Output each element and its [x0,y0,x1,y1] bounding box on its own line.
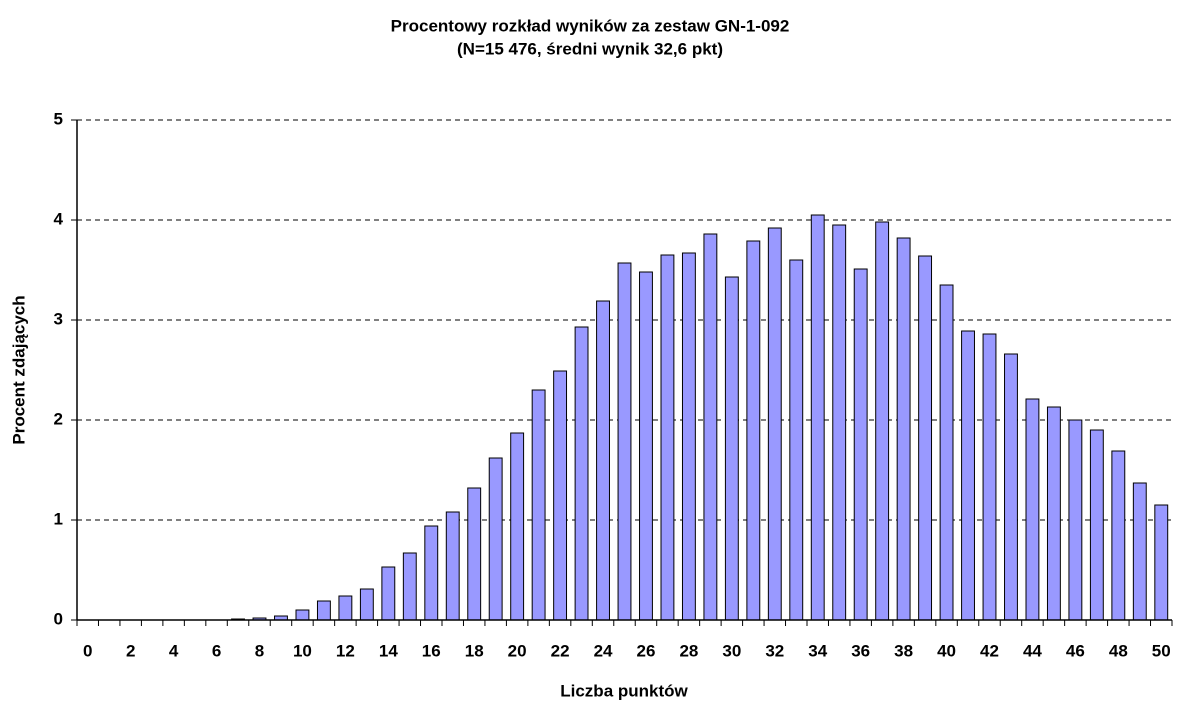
x-tick-label: 24 [594,641,613,660]
y-tick-label: 5 [54,109,63,128]
bar [1089,429,1104,621]
bar [510,432,525,621]
x-tick-label: 12 [336,641,355,660]
x-tick-label: 48 [1109,641,1128,660]
bar [1132,482,1147,621]
x-tick-label: 34 [808,641,827,660]
x-tick-label: 0 [83,641,92,660]
bar [295,609,310,621]
bar [531,389,546,621]
y-tick-label: 4 [54,209,64,228]
bar [445,511,460,621]
x-tick-label: 14 [379,641,398,660]
y-tick-label: 3 [54,309,63,328]
bar [961,330,975,621]
x-tick-label: 6 [212,641,221,660]
x-tick-label: 2 [126,641,135,660]
bar [660,254,675,621]
bar [574,326,589,621]
bar [703,233,718,621]
bar [1025,398,1040,621]
y-tick-label: 1 [54,509,63,528]
bar [724,276,739,621]
bar [316,600,331,621]
bar [896,237,911,621]
bar [359,588,374,621]
bar [767,227,782,621]
chart-title: Procentowy rozkład wyników za zestaw GN-… [391,16,790,35]
bar [1111,450,1126,621]
bar [1068,419,1083,621]
bar [918,255,933,621]
bar [681,252,696,621]
y-axis-label: Procent zdających [9,295,28,444]
y-tick-label: 2 [54,409,63,428]
x-tick-label: 28 [679,641,698,660]
bar [982,333,997,621]
x-tick-label: 22 [551,641,570,660]
bar [488,457,503,621]
bar [381,566,396,621]
x-tick-label: 4 [169,641,179,660]
bar [832,224,847,621]
bar [639,271,653,621]
x-tick-label: 16 [422,641,441,660]
x-tick-label: 18 [465,641,484,660]
bar [789,259,804,621]
bar [746,240,761,621]
x-tick-label: 26 [637,641,656,660]
x-tick-label: 46 [1066,641,1085,660]
bar [338,595,353,621]
chart-subtitle: (N=15 476, średni wynik 32,6 pkt) [457,39,723,58]
bar [875,221,890,621]
bar [402,552,417,621]
x-tick-label: 30 [722,641,741,660]
bar [1154,504,1169,621]
x-tick-label: 36 [851,641,870,660]
x-tick-label: 40 [937,641,956,660]
x-tick-label: 42 [980,641,999,660]
x-tick-label: 44 [1023,641,1042,660]
bar [553,370,568,621]
bar [617,262,632,621]
bar [1046,406,1061,621]
x-tick-label: 8 [255,641,264,660]
bar [467,487,482,621]
bar [424,525,439,621]
bar [939,284,954,621]
bar [853,268,868,621]
bar [810,214,825,621]
x-axis-label: Liczba punktów [560,681,688,700]
x-tick-label: 10 [293,641,312,660]
bar [596,300,610,621]
x-tick-label: 50 [1152,641,1171,660]
x-tick-label: 20 [508,641,527,660]
y-tick-label: 0 [54,609,63,628]
bar [1004,353,1018,621]
x-tick-label: 38 [894,641,913,660]
x-tick-label: 32 [765,641,784,660]
